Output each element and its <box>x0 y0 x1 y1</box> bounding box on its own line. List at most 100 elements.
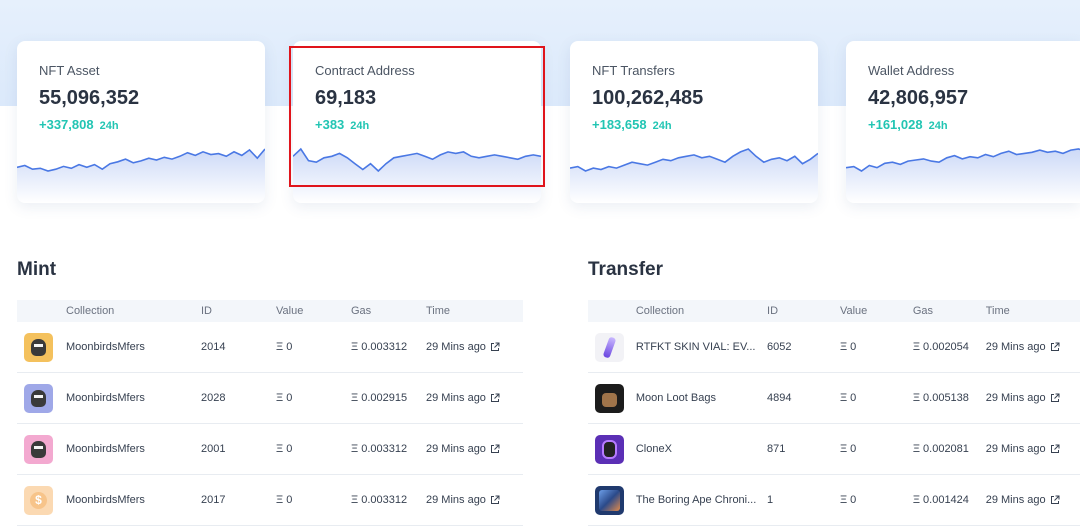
transfer-table: Collection ID Value Gas Time RTFKT SKIN … <box>588 300 1080 526</box>
column-time: Time <box>985 305 1010 317</box>
token-id[interactable]: 2017 <box>201 494 226 506</box>
value: Ξ 0 <box>276 392 293 404</box>
collection-thumbnail[interactable] <box>24 332 53 362</box>
collection-thumbnail[interactable]: $ <box>24 485 53 515</box>
column-gas: Gas <box>912 305 934 317</box>
value: Ξ 0 <box>276 443 293 455</box>
table-row[interactable]: MoonbirdsMfers 2001 Ξ 0 Ξ 0.003312 29 Mins a… <box>17 424 523 475</box>
column-value: Value <box>839 305 868 317</box>
sparkline-area <box>846 149 1080 203</box>
time-ago: 29 Mins ago <box>426 392 486 404</box>
time-ago: 29 Mins ago <box>426 494 486 506</box>
value: Ξ 0 <box>839 494 857 506</box>
token-id[interactable]: 2001 <box>201 443 226 455</box>
gas: Ξ 0.002081 <box>912 443 969 455</box>
external-link-icon[interactable] <box>1050 495 1060 505</box>
collection-name[interactable]: The Boring Ape Chroni... <box>635 494 757 506</box>
sparkline-line <box>17 148 265 172</box>
external-link-icon[interactable] <box>1050 444 1060 454</box>
sparkline-chart <box>17 148 265 203</box>
stat-label: NFT Transfers <box>592 63 675 78</box>
sparkline-area <box>17 149 265 203</box>
column-value: Value <box>276 305 304 317</box>
stat-change-value: +161,028 <box>868 117 923 132</box>
transfer-section-title: Transfer <box>588 259 663 280</box>
value: Ξ 0 <box>839 341 857 353</box>
external-link-icon[interactable] <box>490 495 500 505</box>
time-ago: 29 Mins ago <box>426 341 486 353</box>
collection-name[interactable]: RTFKT SKIN VIAL: EV... <box>635 341 756 353</box>
value: Ξ 0 <box>839 443 857 455</box>
token-id[interactable]: 6052 <box>767 341 792 353</box>
stat-change: +183,658 24h <box>592 117 672 132</box>
stat-change-period: 24h <box>350 120 370 132</box>
stat-card-wallet-address[interactable]: Wallet Address 42,806,957 +161,028 24h <box>846 41 1080 203</box>
gas: Ξ 0.005138 <box>912 392 969 404</box>
stat-value: 69,183 <box>315 87 377 109</box>
time-ago: 29 Mins ago <box>985 443 1046 455</box>
collection-name[interactable]: MoonbirdsMfers <box>66 494 145 506</box>
token-id[interactable]: 871 <box>767 443 786 455</box>
sparkline-chart <box>846 148 1080 203</box>
table-row[interactable]: MoonbirdsMfers 2014 Ξ 0 Ξ 0.003312 29 Mins a… <box>17 322 523 373</box>
token-id[interactable]: 4894 <box>767 392 792 404</box>
stat-card-nft-asset[interactable]: NFT Asset 55,096,352 +337,808 24h <box>17 41 265 203</box>
table-header: Collection ID Value Gas Time <box>17 300 523 322</box>
gas: Ξ 0.003312 <box>351 443 408 455</box>
collection-thumbnail[interactable] <box>595 434 624 464</box>
collection-name[interactable]: MoonbirdsMfers <box>66 443 145 455</box>
table-row[interactable]: RTFKT SKIN VIAL: EV... 6052 Ξ 0 Ξ 0.002054 2… <box>588 322 1080 373</box>
collection-thumbnail[interactable] <box>595 485 624 515</box>
collection-thumbnail[interactable] <box>595 332 624 362</box>
collection-name[interactable]: MoonbirdsMfers <box>66 392 145 404</box>
gas: Ξ 0.003312 <box>351 494 408 506</box>
collection-name[interactable]: Moon Loot Bags <box>635 392 716 404</box>
external-link-icon[interactable] <box>1050 342 1060 352</box>
stat-label: NFT Asset <box>39 63 100 78</box>
collection-thumbnail[interactable] <box>595 383 624 413</box>
value: Ξ 0 <box>276 494 293 506</box>
collection-name[interactable]: MoonbirdsMfers <box>66 341 145 353</box>
column-collection: Collection <box>66 305 115 317</box>
external-link-icon[interactable] <box>1050 393 1060 403</box>
stat-card-nft-transfers[interactable]: NFT Transfers 100,262,485 +183,658 24h <box>570 41 818 203</box>
value: Ξ 0 <box>276 341 293 353</box>
column-id: ID <box>201 305 212 317</box>
column-collection: Collection <box>635 305 685 317</box>
sparkline-area <box>570 149 818 203</box>
stat-change-period: 24h <box>928 120 948 132</box>
time-ago: 29 Mins ago <box>985 494 1046 506</box>
collection-name[interactable]: CloneX <box>635 443 672 455</box>
value: Ξ 0 <box>839 392 857 404</box>
time-ago: 29 Mins ago <box>985 341 1046 353</box>
external-link-icon[interactable] <box>490 393 500 403</box>
gas: Ξ 0.002915 <box>351 392 408 404</box>
mint-table: Collection ID Value Gas Time MoonbirdsMf… <box>17 300 523 526</box>
column-id: ID <box>767 305 779 317</box>
table-row[interactable]: CloneX 871 Ξ 0 Ξ 0.002081 29 Mins ago <box>588 424 1080 475</box>
sparkline-chart <box>293 147 541 203</box>
token-id[interactable]: 2028 <box>201 392 226 404</box>
stat-change-period: 24h <box>99 120 119 132</box>
column-gas: Gas <box>351 305 372 317</box>
collection-thumbnail[interactable] <box>24 383 53 413</box>
table-row[interactable]: $ MoonbirdsMfers 2017 Ξ 0 Ξ 0.003312 29 Mins … <box>17 475 523 526</box>
external-link-icon[interactable] <box>490 444 500 454</box>
external-link-icon[interactable] <box>490 342 500 352</box>
token-id[interactable]: 1 <box>767 494 774 506</box>
stat-change: +383 24h <box>315 117 369 132</box>
gas: Ξ 0.003312 <box>351 341 408 353</box>
table-row[interactable]: MoonbirdsMfers 2028 Ξ 0 Ξ 0.002915 29 Mins a… <box>17 373 523 424</box>
token-id[interactable]: 2014 <box>201 341 226 353</box>
table-header: Collection ID Value Gas Time <box>588 300 1080 322</box>
stat-card-contract-address[interactable]: Contract Address 69,183 +383 24h <box>293 41 541 203</box>
stat-change-value: +383 <box>315 117 345 132</box>
stat-change-period: 24h <box>652 120 672 132</box>
table-body: RTFKT SKIN VIAL: EV... 6052 Ξ 0 Ξ 0.002054 2… <box>588 322 1080 526</box>
table-row[interactable]: The Boring Ape Chroni... 1 Ξ 0 Ξ 0.001424 29… <box>588 475 1080 526</box>
collection-thumbnail[interactable] <box>24 434 53 464</box>
mint-section-title: Mint <box>17 259 57 280</box>
stat-label: Contract Address <box>315 63 415 78</box>
table-row[interactable]: Moon Loot Bags 4894 Ξ 0 Ξ 0.005138 29 Mins a… <box>588 373 1080 424</box>
stat-change: +161,028 24h <box>868 117 948 132</box>
